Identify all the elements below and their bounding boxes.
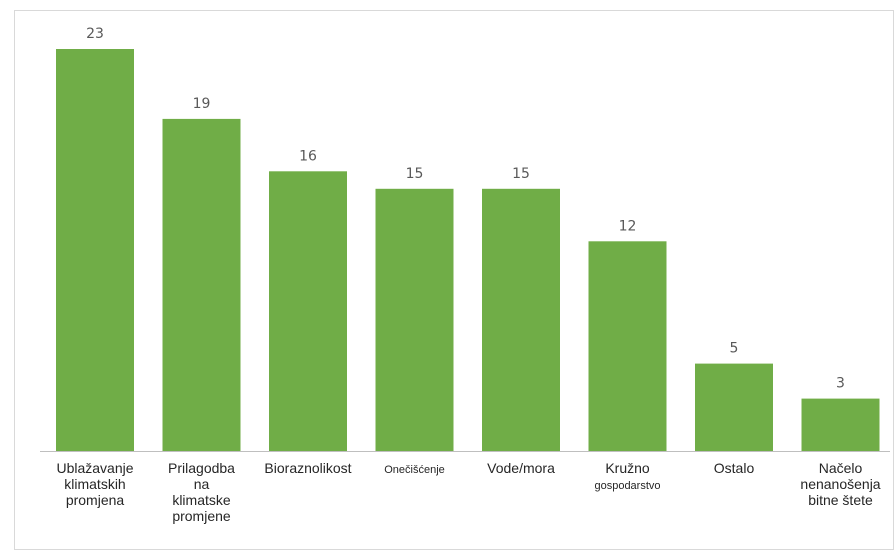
value-label-4: 15 — [406, 166, 424, 182]
category-label-5: Vode/mora — [487, 460, 555, 476]
bar-3 — [269, 171, 347, 452]
bar-6 — [588, 241, 667, 451]
category-label-3: Bioraznolikost — [264, 460, 351, 476]
value-labels-group: 23 19 16 15 15 12 5 3 — [86, 26, 845, 392]
category-label-2: Prilagodba na klimatske promjene — [168, 460, 235, 524]
category-label-7: Ostalo — [714, 460, 755, 476]
category-labels-group: Ublažavanje klimatskih promjena Prilagodba n… — [56, 460, 880, 524]
chart-frame — [14, 10, 894, 550]
bar-7 — [695, 363, 773, 451]
value-label-2: 19 — [193, 96, 211, 112]
category-label-8: Načelo nenanošenja bitne štete — [800, 460, 880, 508]
category-label-1: Ublažavanje klimatskih promjena — [56, 460, 133, 508]
bar-4 — [375, 188, 454, 452]
bars-group — [56, 49, 880, 452]
value-label-7: 5 — [730, 341, 739, 357]
bar-8 — [801, 398, 880, 451]
bar-2 — [162, 118, 241, 452]
value-label-6: 12 — [619, 218, 637, 234]
value-label-5: 15 — [512, 166, 530, 182]
bar-5 — [482, 188, 560, 452]
category-label-4: Onečišćenje — [384, 464, 445, 476]
value-label-8: 3 — [836, 376, 845, 392]
value-label-3: 16 — [299, 148, 317, 164]
value-label-1: 23 — [86, 26, 104, 42]
bar-1 — [56, 49, 134, 451]
category-label-6: Kružno gospodarstvo — [594, 460, 660, 492]
